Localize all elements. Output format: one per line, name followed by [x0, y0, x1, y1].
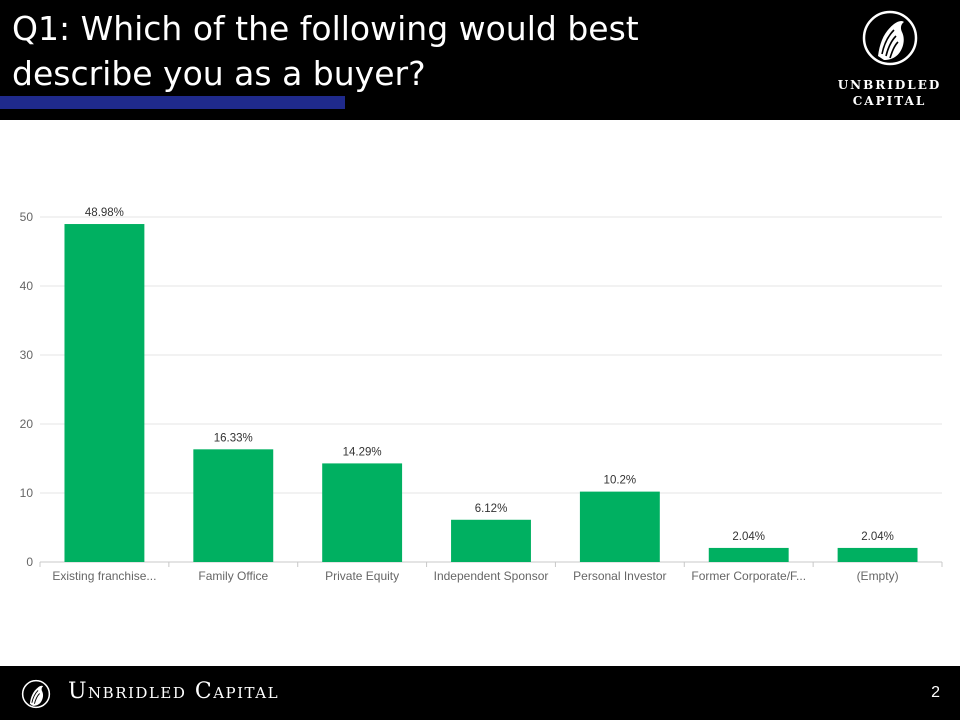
- bar: [451, 519, 531, 562]
- y-tick-label: 0: [26, 555, 33, 569]
- x-category-label: Private Equity: [325, 569, 399, 583]
- data-label: 16.33%: [214, 432, 253, 444]
- bar-chart: 0 10 20 30 40 50 48.98% Existing franchise... 16…: [20, 207, 943, 583]
- y-tick-label: 10: [20, 486, 34, 500]
- x-category-label: Family Office: [198, 569, 268, 583]
- bar: [579, 491, 660, 562]
- labels: 0 10 20 30 40 50 48.98% Existing franchise... 16…: [20, 207, 899, 583]
- title-accent-bar: [0, 96, 345, 109]
- x-category-label: (Empty): [857, 569, 899, 583]
- slide-footer: Unbridled Capital 2: [0, 666, 960, 720]
- y-tick-label: 50: [20, 210, 34, 224]
- data-label: 14.29%: [343, 446, 382, 458]
- slide-title: Q1: Which of the following would best de…: [12, 9, 639, 93]
- logo-line-1: UNBRIDLED: [837, 78, 942, 92]
- data-label: 6.12%: [475, 503, 508, 515]
- bars: [64, 224, 918, 562]
- slide-header: Q1: Which of the following would best de…: [0, 0, 960, 120]
- data-label: 10.2%: [604, 475, 637, 487]
- horse-head-icon: [21, 679, 51, 709]
- data-label: 48.98%: [85, 207, 124, 219]
- x-category-label: Existing franchise...: [52, 569, 156, 583]
- footer-brand: Unbridled Capital: [68, 679, 280, 704]
- bar: [837, 547, 918, 562]
- y-tick-label: 30: [20, 348, 34, 362]
- data-label: 2.04%: [861, 531, 894, 543]
- gridlines: [39, 216, 943, 567]
- x-category-label: Personal Investor: [573, 569, 666, 583]
- bar: [193, 449, 274, 562]
- data-label: 2.04%: [732, 531, 765, 543]
- brand-logo: UNBRIDLED CAPITAL: [832, 6, 947, 114]
- y-tick-label: 20: [20, 417, 34, 431]
- page-number: 2: [931, 684, 940, 701]
- bar: [322, 463, 403, 562]
- y-tick-label: 40: [20, 279, 34, 293]
- x-category-label: Independent Sponsor: [434, 569, 549, 583]
- bar: [64, 224, 145, 562]
- logo-line-2: CAPITAL: [852, 94, 927, 108]
- x-category-label: Former Corporate/F...: [691, 569, 806, 583]
- bar: [708, 547, 789, 562]
- horse-head-icon: [862, 10, 918, 66]
